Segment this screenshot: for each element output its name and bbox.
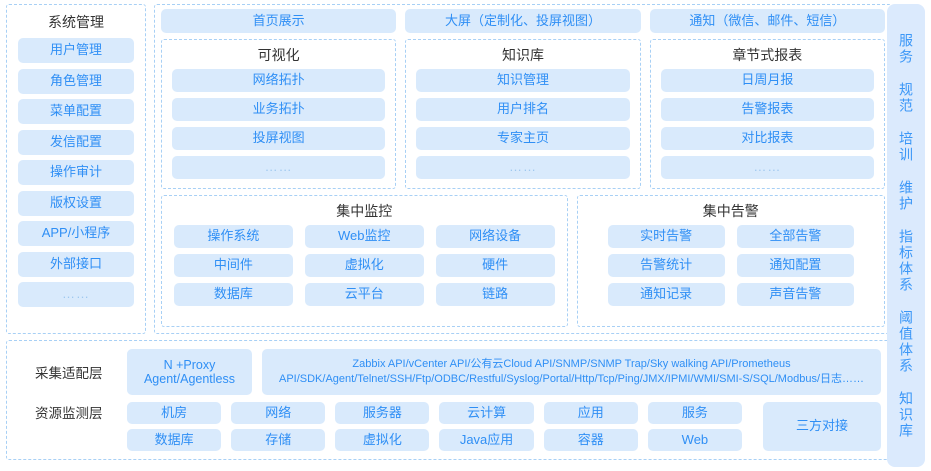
item-operating-system[interactable]: 操作系统 [174, 225, 293, 248]
item-server[interactable]: 服务器 [335, 402, 430, 424]
item-daily-weekly-monthly-report[interactable]: 日周月报 [660, 69, 874, 92]
item-middleware[interactable]: 中间件 [174, 254, 293, 277]
group-central-alerting: 集中告警 实时告警 全部告警 告警统计 通知配置 通知记录 声音告警 [576, 195, 885, 327]
tab-big-screen[interactable]: 大屏（定制化、投屏视图） [405, 9, 641, 33]
proxy-agent-box[interactable]: N +Proxy Agent/Agentless [127, 349, 252, 395]
item-link[interactable]: 链路 [435, 283, 555, 306]
group-chapter-report: 章节式报表 日周月报 告警报表 对比报表 …… [649, 39, 885, 189]
group-visualization: 可视化 网络拓扑 业务拓扑 投屏视图 …… [161, 39, 397, 189]
item-network[interactable]: 网络 [231, 402, 326, 424]
item-datacenter[interactable]: 机房 [127, 402, 222, 424]
sidebar-item-user-management[interactable]: 用户管理 [18, 38, 134, 63]
resource-layer-label: 资源监测层 [35, 406, 103, 421]
group-knowledge-base: 知识库 知识管理 用户排名 专家主页 …… [405, 39, 641, 189]
item-knowledge-management[interactable]: 知识管理 [416, 69, 630, 92]
lower-section: 采集适配层 N +Proxy Agent/Agentless Zabbix AP… [6, 340, 892, 460]
item-report-more[interactable]: …… [660, 156, 874, 179]
item-sound-alarm[interactable]: 声音告警 [736, 283, 854, 306]
main-area: 系统管理 用户管理 角色管理 菜单配置 发信配置 操作审计 版权设置 APP/小… [6, 4, 892, 460]
rail-item-service[interactable]: 服务 [898, 32, 914, 65]
item-notification-config[interactable]: 通知配置 [736, 254, 854, 277]
item-business-topology[interactable]: 业务拓扑 [172, 98, 386, 121]
item-user-ranking[interactable]: 用户排名 [416, 98, 630, 121]
rail-item-training[interactable]: 培训 [898, 130, 914, 163]
sidebar-title: 系统管理 [48, 14, 104, 30]
adaptation-layer-label: 采集适配层 [35, 366, 103, 381]
top-tabs: 首页展示 大屏（定制化、投屏视图） 通知（微信、邮件、短信） [161, 9, 885, 33]
sidebar-item-role-management[interactable]: 角色管理 [18, 68, 134, 94]
item-web[interactable]: Web [647, 429, 742, 451]
tab-notification[interactable]: 通知（微信、邮件、短信） [649, 9, 885, 33]
item-all-alarms[interactable]: 全部告警 [736, 225, 854, 248]
item-container[interactable]: 容器 [543, 429, 638, 451]
item-cloud-computing[interactable]: 云计算 [439, 402, 534, 424]
item-service[interactable]: 服务 [647, 402, 742, 424]
item-screen-view[interactable]: 投屏视图 [172, 127, 386, 150]
item-realtime-alarm[interactable]: 实时告警 [607, 225, 725, 248]
rail-item-threshold-system[interactable]: 阈值体系 [898, 309, 914, 374]
item-java-application[interactable]: Java应用 [439, 429, 534, 451]
central-monitoring-grid: 操作系统 Web监控 网络设备 中间件 虚拟化 硬件 数据库 云平台 链路 [162, 225, 567, 316]
upper-section: 系统管理 用户管理 角色管理 菜单配置 发信配置 操作审计 版权设置 APP/小… [6, 4, 892, 334]
collection-resource-panel: 采集适配层 N +Proxy Agent/Agentless Zabbix AP… [6, 340, 892, 460]
group-central-monitoring: 集中监控 操作系统 Web监控 网络设备 中间件 虚拟化 硬件 数据库 云平台 … [161, 195, 568, 327]
item-hardware[interactable]: 硬件 [435, 254, 555, 277]
group-visualization-title: 可视化 [257, 47, 300, 63]
item-resource-virtualization[interactable]: 虚拟化 [335, 429, 430, 451]
sidebar-item-copyright-settings[interactable]: 版权设置 [18, 190, 134, 216]
item-network-device[interactable]: 网络设备 [435, 225, 555, 248]
item-alarm-statistics[interactable]: 告警统计 [607, 254, 725, 277]
central-monitoring-title: 集中监控 [336, 203, 393, 219]
adaptation-layer-row: 采集适配层 N +Proxy Agent/Agentless Zabbix AP… [21, 349, 881, 395]
item-expert-homepage[interactable]: 专家主页 [416, 127, 630, 150]
item-network-topology[interactable]: 网络拓扑 [172, 69, 386, 92]
item-resource-database[interactable]: 数据库 [127, 429, 222, 451]
monitoring-alerting-row: 集中监控 操作系统 Web监控 网络设备 中间件 虚拟化 硬件 数据库 云平台 … [161, 195, 885, 327]
item-cloud-platform[interactable]: 云平台 [304, 283, 424, 306]
feature-groups-row: 可视化 网络拓扑 业务拓扑 投屏视图 …… 知识库 知识管理 用户排名 专家主页… [161, 39, 885, 189]
resource-layer-row: 资源监测层 机房 网络 服务器 云计算 应用 服务 数据库 存储 虚拟化 Jav… [21, 402, 881, 451]
sidebar-item-operation-audit[interactable]: 操作审计 [18, 160, 134, 185]
group-knowledge-base-title: 知识库 [501, 47, 544, 63]
central-alerting-title: 集中告警 [702, 203, 759, 219]
group-chapter-report-title: 章节式报表 [732, 47, 803, 63]
center-column: 首页展示 大屏（定制化、投屏视图） 通知（微信、邮件、短信） 可视化 网络拓扑 … [154, 4, 892, 334]
item-comparison-report[interactable]: 对比报表 [660, 127, 874, 150]
rail-item-metric-system[interactable]: 指标体系 [898, 228, 914, 293]
sidebar-item-external-interface[interactable]: 外部接口 [18, 251, 134, 277]
item-web-monitoring[interactable]: Web监控 [304, 225, 424, 248]
rail-item-specification[interactable]: 规范 [898, 81, 914, 114]
item-notification-records[interactable]: 通知记录 [607, 283, 725, 306]
item-storage[interactable]: 存储 [231, 429, 326, 451]
sidebar-item-mail-config[interactable]: 发信配置 [18, 129, 134, 155]
central-alerting-grid: 实时告警 全部告警 告警统计 通知配置 通知记录 声音告警 [578, 225, 884, 316]
sidebar-item-app-miniprogram[interactable]: APP/小程序 [18, 221, 134, 246]
protocol-list-box[interactable]: Zabbix API/vCenter API/公有云Cloud API/SNMP… [262, 349, 881, 395]
tab-home-display[interactable]: 首页展示 [161, 9, 397, 33]
sidebar-item-more[interactable]: …… [18, 282, 134, 307]
item-visualization-more[interactable]: …… [172, 156, 386, 179]
rail-item-knowledge-base[interactable]: 知识库 [898, 390, 914, 439]
third-party-integration-box[interactable]: 三方对接 [763, 402, 881, 451]
item-application[interactable]: 应用 [543, 402, 638, 424]
item-virtualization[interactable]: 虚拟化 [304, 254, 424, 277]
resource-grid: 机房 网络 服务器 云计算 应用 服务 数据库 存储 虚拟化 Java应用 容器… [127, 402, 742, 451]
sidebar-item-menu-config[interactable]: 菜单配置 [18, 99, 134, 124]
sidebar-system-management: 系统管理 用户管理 角色管理 菜单配置 发信配置 操作审计 版权设置 APP/小… [6, 4, 146, 334]
item-database[interactable]: 数据库 [174, 283, 293, 306]
item-knowledge-more[interactable]: …… [416, 156, 630, 179]
rail-item-maintenance[interactable]: 维护 [898, 179, 914, 212]
right-rail: 服务 规范 培训 维护 指标体系 阈值体系 知识库 [887, 4, 925, 467]
item-alarm-report[interactable]: 告警报表 [660, 98, 874, 121]
